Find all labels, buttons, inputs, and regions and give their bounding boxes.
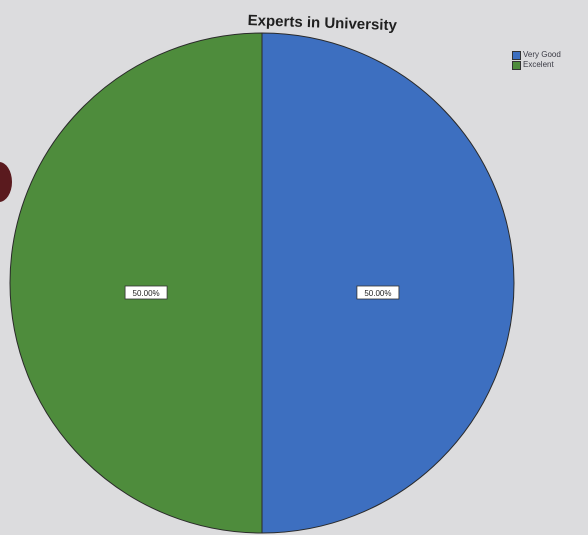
- pie-label-text: 50.00%: [133, 289, 160, 298]
- legend-label-very-good: Very Good: [523, 50, 561, 59]
- legend-label-excellent: Excelent: [523, 60, 554, 69]
- edge-decoration: [0, 162, 12, 202]
- pie-slice-very-good: [261, 32, 515, 534]
- legend-swatch-excellent: [512, 60, 521, 70]
- pie-label-box: [124, 285, 168, 300]
- pie-label-text: 50.00%: [364, 289, 391, 298]
- legend-swatch-very-good: [512, 50, 521, 60]
- pie-slice-excellent: [9, 32, 263, 534]
- legend-item-very-good: Very Good: [512, 50, 561, 60]
- pie-label-box: [356, 285, 400, 300]
- legend-item-excellent: Excelent: [512, 60, 561, 70]
- legend: Very Good Excelent: [512, 50, 561, 70]
- pie-label-very-good: 50.00%: [356, 285, 400, 300]
- pie-label-excellent: 50.00%: [124, 285, 168, 300]
